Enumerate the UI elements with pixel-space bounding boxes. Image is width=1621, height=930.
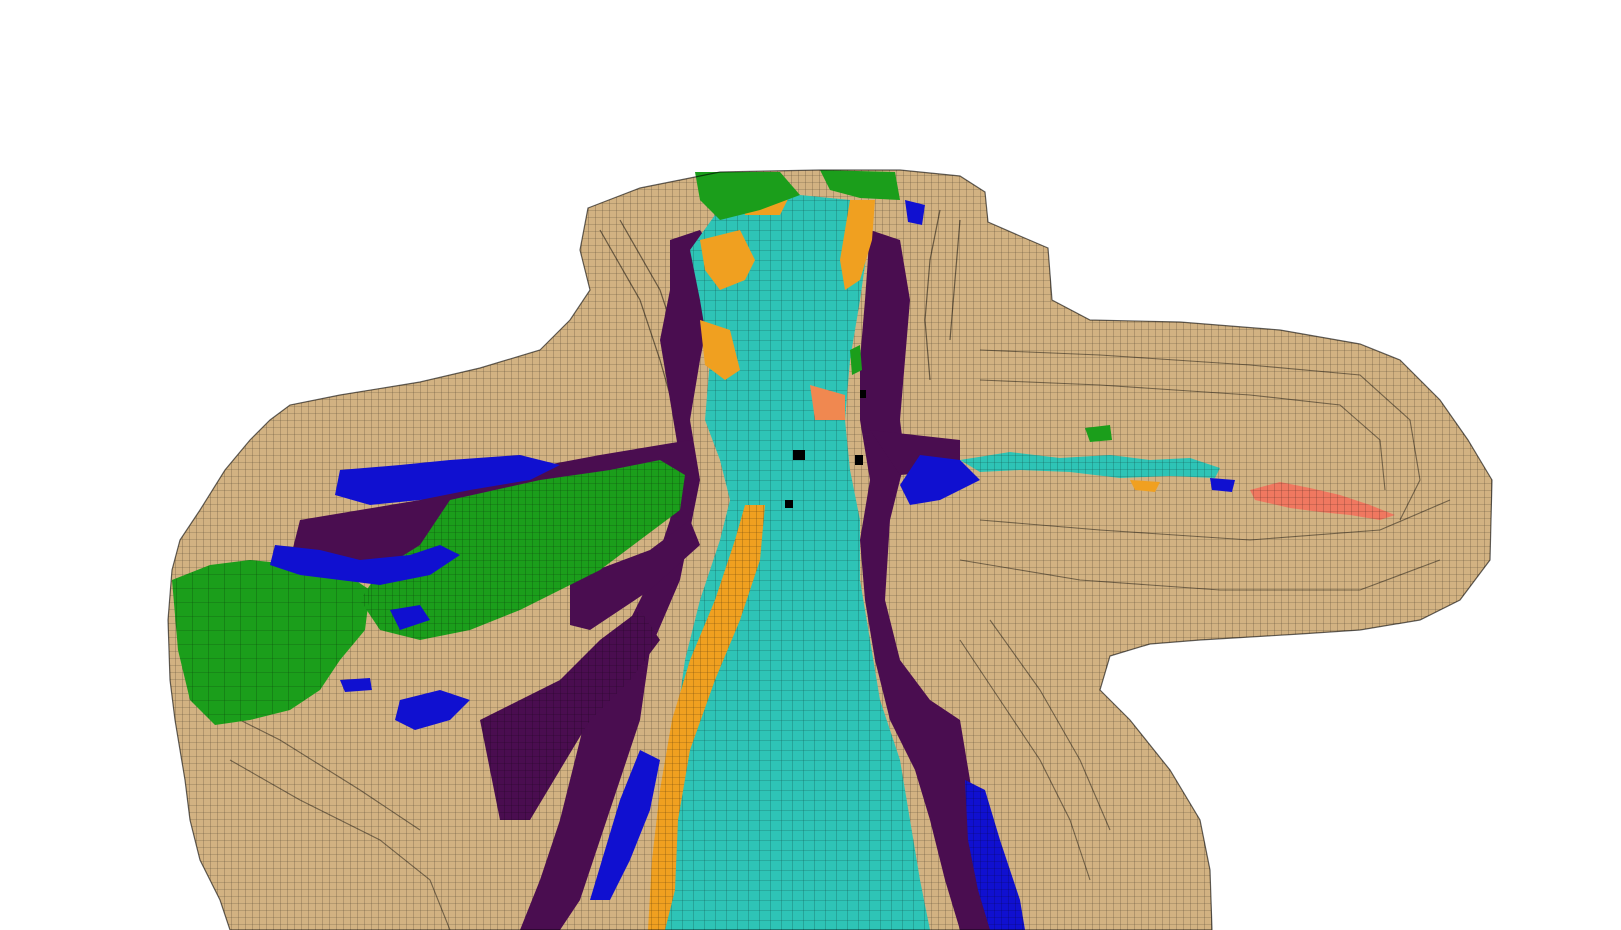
orange-deposits	[648, 190, 1160, 930]
cyan-channel	[650, 195, 1220, 930]
mesh-outline	[167, 169, 1493, 930]
black-deposits	[785, 390, 866, 508]
salmon-deposits	[1250, 482, 1395, 520]
green-deposits	[172, 170, 1112, 725]
blue-deposits	[270, 200, 1235, 930]
